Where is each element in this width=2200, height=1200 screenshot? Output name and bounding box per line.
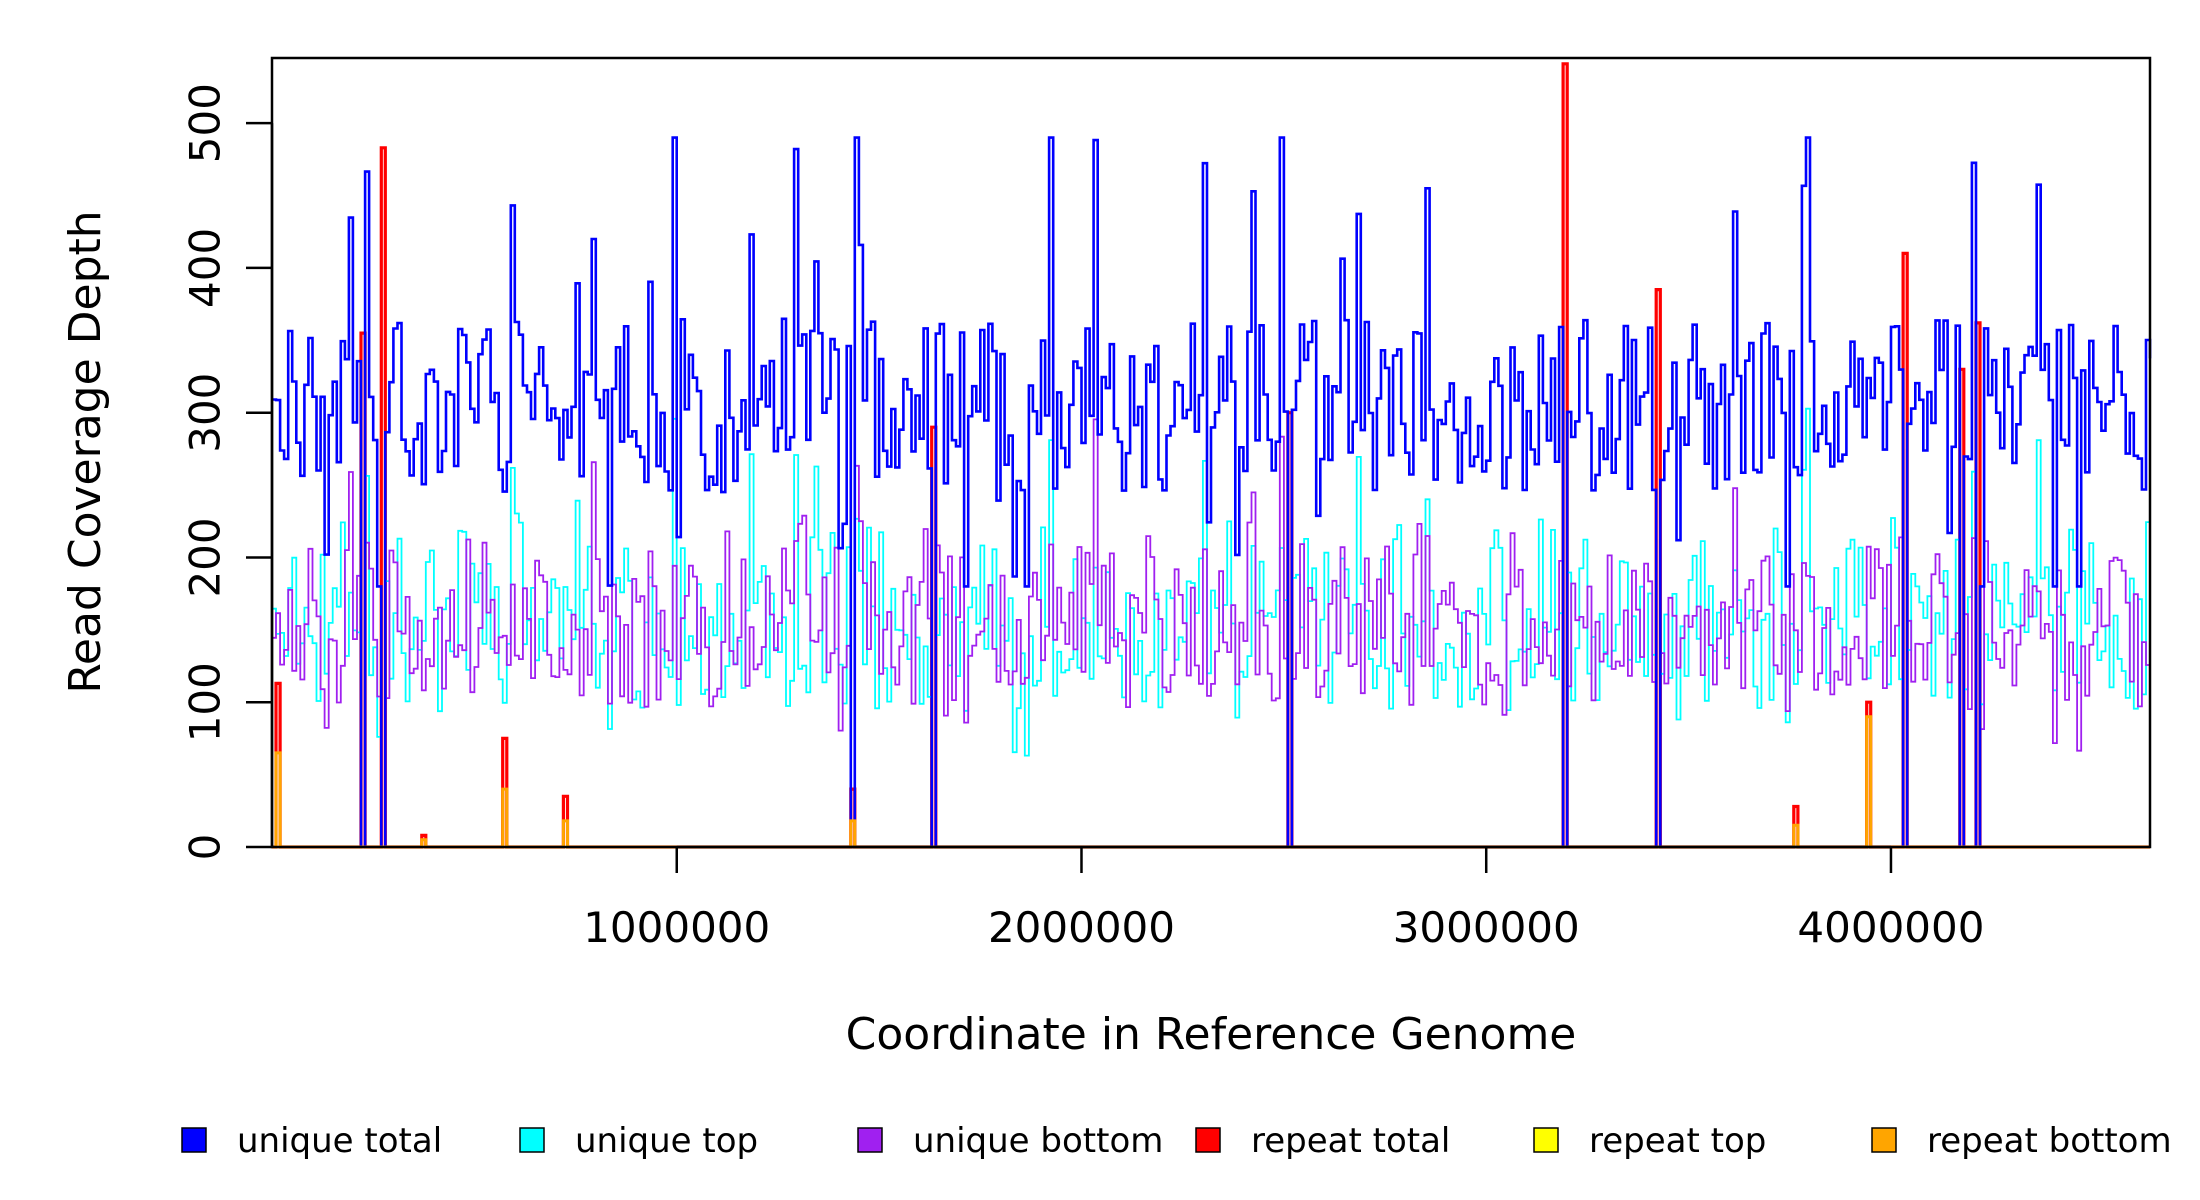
y-tick-label: 500: [181, 83, 230, 163]
series-layer: [272, 62, 2152, 849]
legend-label: repeat top: [1589, 1121, 1766, 1161]
legend-label: unique total: [237, 1121, 442, 1161]
series-line-unique-bottom: [272, 418, 2151, 848]
legend-swatch: [181, 1127, 207, 1153]
x-tick-label: 2000000: [988, 903, 1175, 952]
legend-swatch: [1533, 1127, 1559, 1153]
x-tick-label: 1000000: [583, 903, 770, 952]
axes-layer: 0 100 200 300 400 500 1000000 2000000 3000000 400…: [181, 83, 1985, 952]
series-line-repeat-bottom: [272, 715, 2150, 849]
legend-swatch: [857, 1127, 883, 1153]
legend-label: repeat total: [1251, 1121, 1450, 1161]
y-tick-label: 300: [181, 373, 230, 453]
y-axis-title: Read Coverage Depth: [60, 210, 111, 693]
legend-label: repeat bottom: [1927, 1121, 2172, 1161]
series-line-unique-total: [272, 136, 2152, 849]
y-tick-label: 0: [181, 834, 230, 861]
legend-label: unique bottom: [913, 1121, 1163, 1161]
series-line-unique-top: [272, 407, 2151, 848]
y-tick-label: 100: [181, 662, 230, 742]
legend: unique total unique top unique bottom repea…: [181, 1121, 2172, 1161]
y-tick-label: 400: [181, 228, 230, 308]
legend-swatch: [1871, 1127, 1897, 1153]
legend-swatch: [519, 1127, 545, 1153]
y-tick-label: 200: [181, 517, 230, 597]
x-axis-title: Coordinate in Reference Genome: [846, 1009, 1577, 1060]
legend-label: unique top: [575, 1121, 758, 1161]
legend-swatch: [1195, 1127, 1221, 1153]
x-tick-label: 3000000: [1393, 903, 1580, 952]
x-tick-label: 4000000: [1797, 903, 1984, 952]
